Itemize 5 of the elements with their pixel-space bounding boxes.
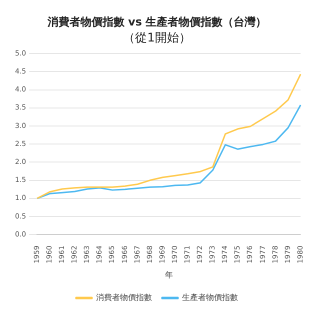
chart-title: 消費者物價指數 vs 生產者物價指數（台灣）: [46, 15, 267, 28]
legend-label: 消費者物價指數: [96, 293, 152, 302]
chart-subtitle: （從1開始）: [123, 30, 191, 45]
x-axis-title: 年: [164, 270, 173, 280]
legend-label: 生產者物價指數: [182, 293, 238, 302]
